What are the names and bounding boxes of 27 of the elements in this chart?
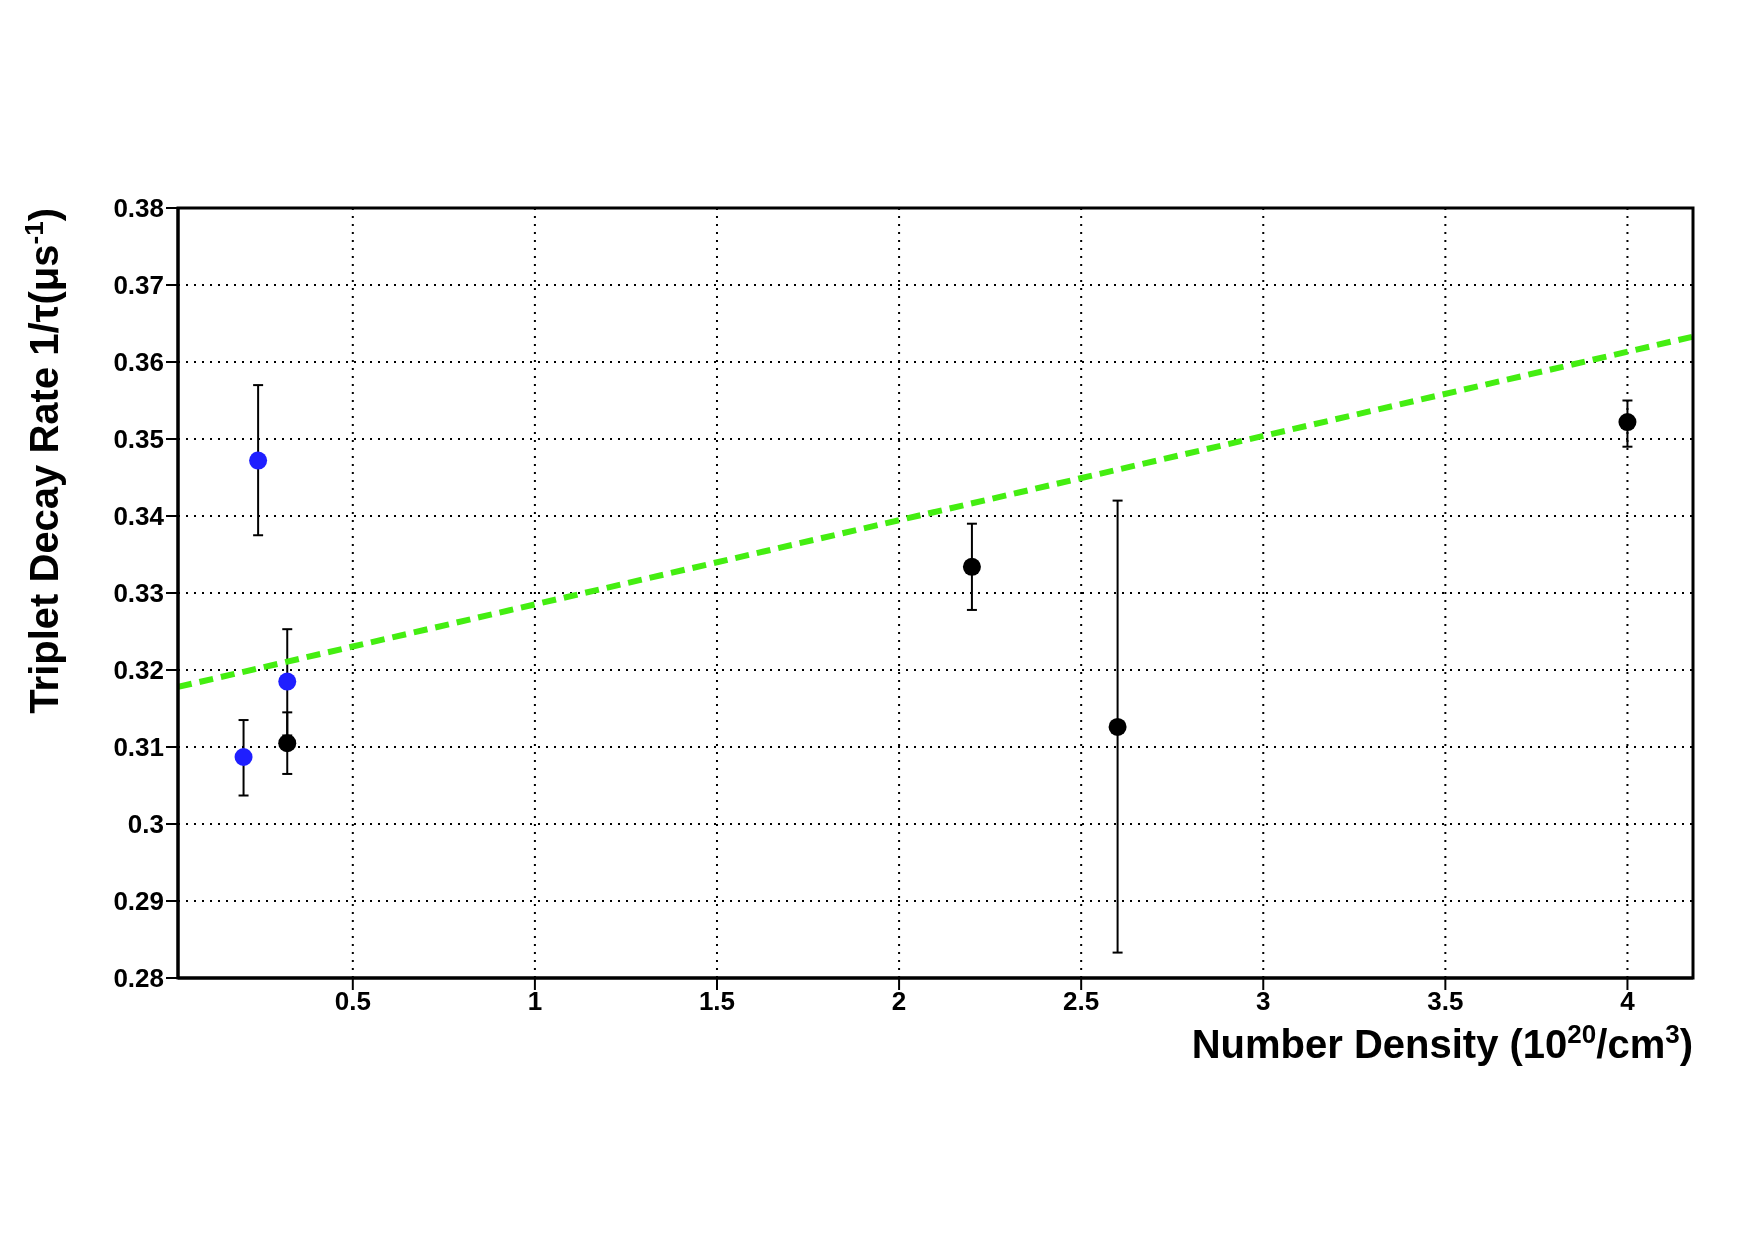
x-tick-label: 3.5: [1427, 986, 1464, 1017]
x-tick-label: 2: [891, 986, 907, 1017]
point: [1108, 717, 1127, 736]
y-tick-label: 0.34: [113, 501, 165, 532]
x-tick-label: 1: [527, 986, 543, 1017]
y-tick-label: 0.33: [113, 578, 164, 609]
point: [234, 748, 253, 767]
point: [962, 557, 981, 576]
x-tick-label: 1.5: [698, 986, 736, 1017]
point: [249, 451, 268, 470]
x-tick-label: 3: [1256, 986, 1271, 1017]
point: [278, 672, 297, 691]
x-tick-label: 4: [1620, 986, 1636, 1017]
y-tick-label: 0.37: [113, 270, 164, 301]
y-tick-label: 0.3: [127, 809, 164, 840]
y-tick-label: 0.32: [113, 655, 164, 686]
y-tick-label: 0.31: [113, 732, 164, 763]
y-tick-label: 0.36: [113, 347, 164, 378]
x-axis-title: Number Density (10$^{20}$/cm$^{3}$): [1191, 1019, 1693, 1066]
y-tick-label: 0.35: [113, 424, 164, 455]
x-tick-label: 0.5: [334, 986, 371, 1017]
y-tick-label: 0.28: [113, 963, 164, 994]
point: [1618, 413, 1637, 432]
y-tick-label: 0.38: [113, 193, 164, 224]
x-tick-label: 2.5: [1063, 986, 1100, 1017]
point: [278, 734, 297, 753]
y-tick-label: 0.29: [113, 886, 164, 917]
